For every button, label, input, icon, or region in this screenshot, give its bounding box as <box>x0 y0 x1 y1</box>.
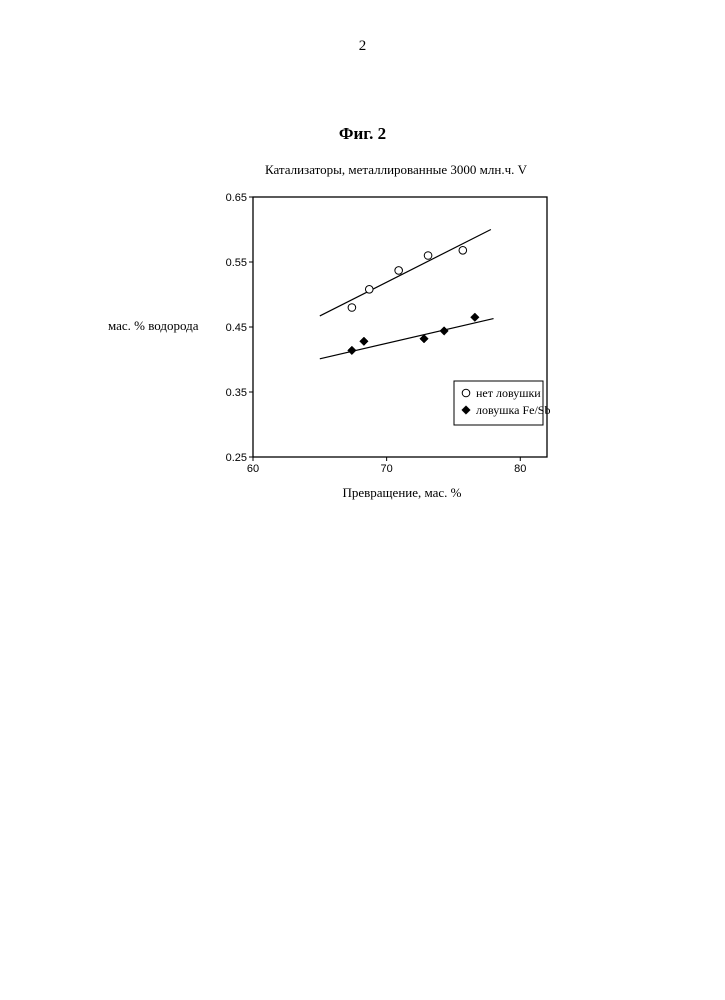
data-point-series-2 <box>440 327 449 336</box>
data-point-series-1 <box>348 304 356 312</box>
y-tick-label: 0.55 <box>226 257 247 269</box>
data-point-series-2 <box>348 346 357 355</box>
trendline-series-1 <box>320 230 491 316</box>
x-tick-label: 60 <box>247 463 259 475</box>
data-point-series-1 <box>395 267 403 275</box>
data-point-series-1 <box>459 247 467 255</box>
data-point-series-2 <box>360 337 369 346</box>
y-tick-label: 0.25 <box>226 452 247 464</box>
trendlines <box>320 230 494 359</box>
trendline-series-2 <box>320 319 494 359</box>
x-tick-label: 80 <box>514 463 526 475</box>
y-tick-label: 0.35 <box>226 387 247 399</box>
data-point-series-1 <box>365 286 373 294</box>
legend-marker-series-1 <box>462 389 470 397</box>
data-points <box>348 247 480 355</box>
legend-label-series-2: ловушка Fe/Sb <box>476 403 550 417</box>
legend: нет ловушки ловушка Fe/Sb <box>454 381 550 425</box>
data-point-series-2 <box>471 313 480 322</box>
y-tick-label: 0.65 <box>226 192 247 204</box>
x-tick-label: 70 <box>381 463 393 475</box>
data-point-series-1 <box>424 252 432 260</box>
legend-label-series-1: нет ловушки <box>476 386 541 400</box>
y-tick-label: 0.45 <box>226 322 247 334</box>
